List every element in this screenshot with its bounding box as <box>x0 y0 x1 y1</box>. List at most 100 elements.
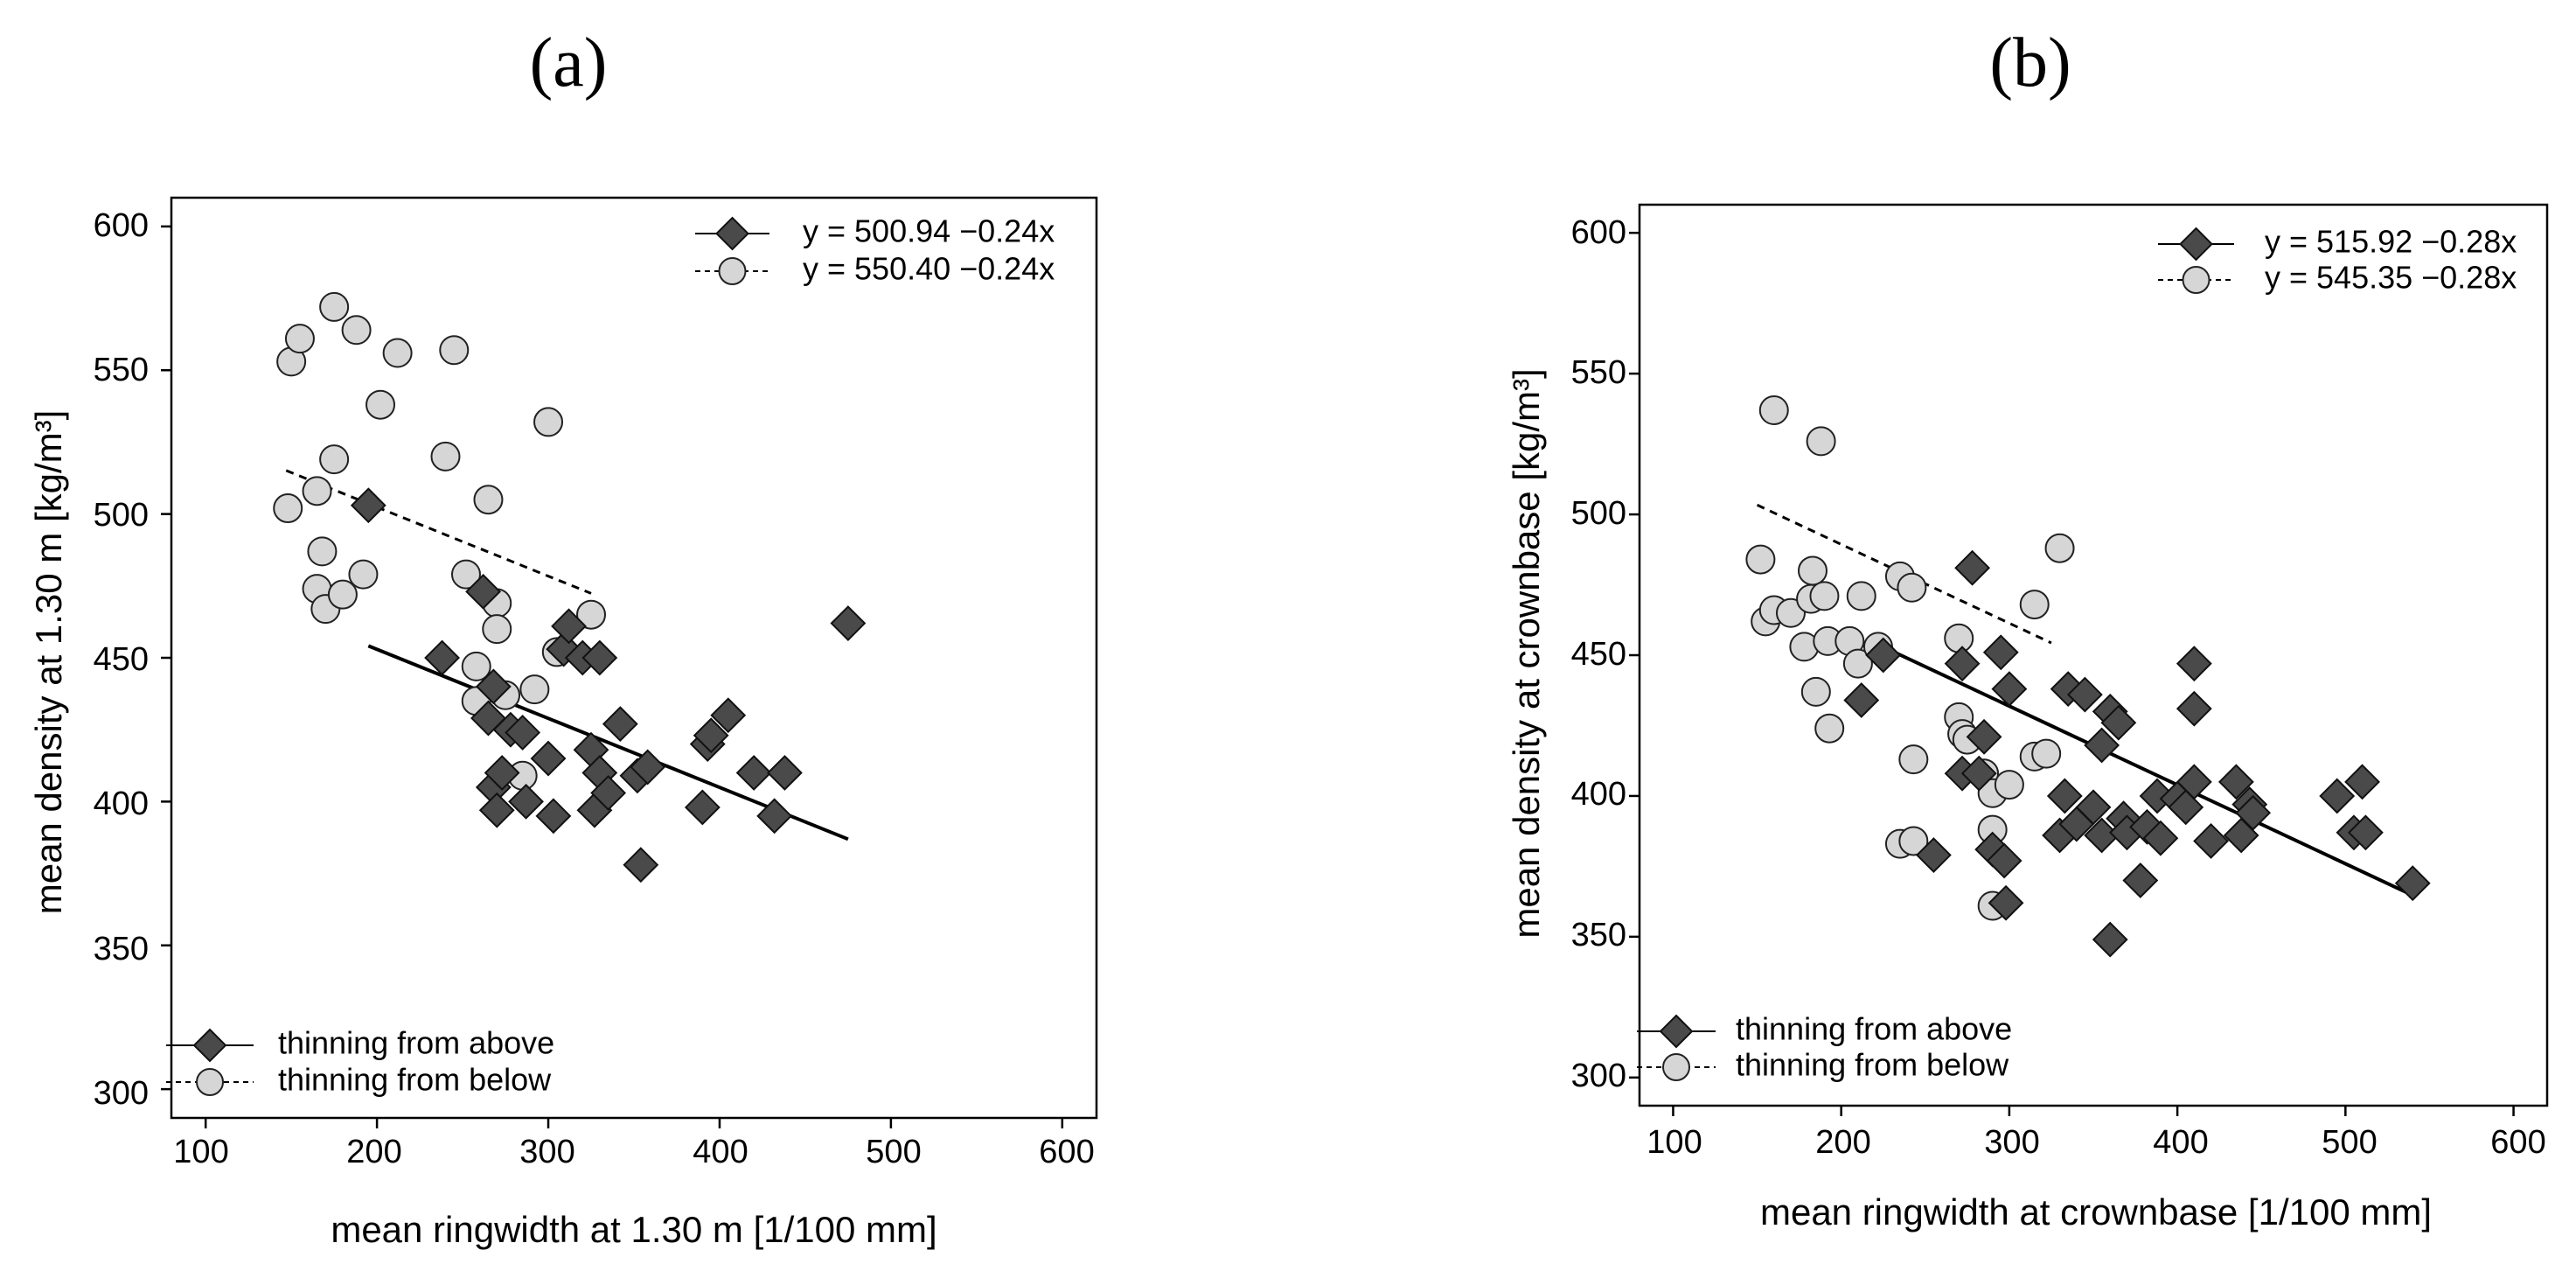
data-point-above <box>530 740 567 777</box>
data-point-below <box>1842 648 1873 679</box>
y-tick-label: 300 <box>94 1075 149 1112</box>
data-point-below <box>1846 581 1876 611</box>
data-point-above <box>478 792 515 828</box>
data-point-above <box>2394 865 2431 902</box>
data-point-below <box>473 485 504 515</box>
x-tick-label: 400 <box>693 1134 748 1170</box>
data-point-below <box>307 536 338 567</box>
data-point-below <box>450 559 481 590</box>
data-point-above <box>1865 637 1902 674</box>
data-point-above <box>1960 755 1997 792</box>
legend-key-circle <box>196 1068 224 1096</box>
equation-label: y = 550.40 −0.24x <box>803 251 1055 287</box>
y-tick-label: 300 <box>1571 1058 1626 1094</box>
data-point-below <box>1814 713 1845 744</box>
data-point-below <box>2031 738 2062 769</box>
data-point-above <box>630 749 666 786</box>
equation-key-circle <box>2182 266 2210 294</box>
x-tick-label: 300 <box>1984 1124 2039 1161</box>
data-point-above <box>2344 764 2380 800</box>
data-point-below <box>519 674 550 705</box>
data-point-below <box>1944 623 1974 653</box>
x-tick-label: 100 <box>173 1134 228 1170</box>
x-tick-label: 100 <box>1647 1124 1702 1161</box>
x-axis-title: mean ringwidth at 1.30 m [1/100 mm] <box>331 1209 936 1250</box>
data-point-below <box>302 476 332 506</box>
data-point-below <box>1745 544 1776 575</box>
data-point-below <box>1806 426 1836 457</box>
x-tick-label: 600 <box>2490 1124 2545 1161</box>
equation-label: y = 515.92 −0.28x <box>2265 224 2517 260</box>
y-axis-title: mean density at crownbase [kg/m³] <box>1506 368 1547 938</box>
data-point-above <box>1986 842 2023 879</box>
data-point-above <box>1944 646 1981 682</box>
y-tick-label: 350 <box>94 931 149 967</box>
y-tick-label: 350 <box>1571 917 1626 953</box>
fit-line-above <box>1870 639 2414 897</box>
data-point-above <box>424 639 460 676</box>
data-point-above <box>2235 794 2272 831</box>
x-tick-label: 400 <box>2153 1124 2208 1161</box>
data-point-below <box>366 389 396 420</box>
data-point-above <box>2066 676 2103 713</box>
data-point-above <box>350 487 386 524</box>
data-point-above <box>2100 704 2137 741</box>
data-point-above <box>1988 884 2024 921</box>
data-point-above <box>2176 646 2212 682</box>
legend-label: thinning from below <box>278 1062 552 1098</box>
data-point-above <box>2046 778 2083 814</box>
panel-b: (b) 100 200 300 400 500 600 300 350 400 … <box>1506 24 2549 1233</box>
legend-label: thinning from above <box>1736 1011 2012 1047</box>
data-point-below <box>327 579 358 610</box>
data-point-above <box>710 697 747 734</box>
data-point-above <box>505 715 541 751</box>
x-tick-label: 200 <box>1815 1124 1870 1161</box>
data-point-below <box>341 315 372 346</box>
data-point-above <box>2193 823 2229 859</box>
data-point-below <box>1800 676 1831 707</box>
x-axis-title: mean ringwidth at crownbase [1/100 mm] <box>1760 1191 2432 1233</box>
x-tick-label: 500 <box>2322 1124 2377 1161</box>
data-point-above <box>2176 690 2212 727</box>
y-tick-label: 550 <box>94 352 149 388</box>
data-point-below <box>382 338 413 368</box>
data-point-above <box>684 789 721 826</box>
data-point-above <box>1966 718 2002 755</box>
data-point-above <box>756 798 793 835</box>
y-tick-label: 450 <box>94 641 149 678</box>
y-tick-label: 550 <box>1571 354 1626 391</box>
legend-label: thinning from below <box>1736 1047 2009 1083</box>
y-tick-label: 600 <box>94 207 149 244</box>
data-point-below <box>482 614 512 645</box>
plot-frame <box>1638 203 2549 1107</box>
data-point-above <box>2092 921 2128 958</box>
x-tick-label: 300 <box>519 1134 574 1170</box>
data-point-below <box>2044 533 2075 563</box>
data-point-below <box>319 444 350 475</box>
data-point-below <box>1797 555 1828 586</box>
data-point-above <box>535 798 572 835</box>
data-point-below <box>1809 581 1840 611</box>
data-point-above <box>2217 764 2254 800</box>
data-point-above <box>2142 820 2179 856</box>
data-point-above <box>465 573 501 610</box>
data-point-above <box>590 775 627 811</box>
data-point-above <box>2319 778 2356 814</box>
data-point-below <box>439 335 470 366</box>
data-point-below <box>273 493 303 524</box>
fit-line-below <box>285 469 592 595</box>
data-point-below <box>1897 572 1927 603</box>
data-point-above <box>484 755 520 791</box>
data-point-above <box>1843 682 1880 718</box>
equation-key-diamond <box>715 216 749 251</box>
equation-label: y = 545.35 −0.28x <box>2265 260 2517 296</box>
data-point-above <box>735 755 772 791</box>
data-point-below <box>533 407 564 437</box>
data-point-below <box>430 441 461 471</box>
data-point-above <box>830 605 867 641</box>
data-point-below <box>1994 770 2024 800</box>
data-point-above <box>2347 814 2384 851</box>
data-point-above <box>602 706 638 743</box>
y-tick-label: 400 <box>1571 776 1626 813</box>
